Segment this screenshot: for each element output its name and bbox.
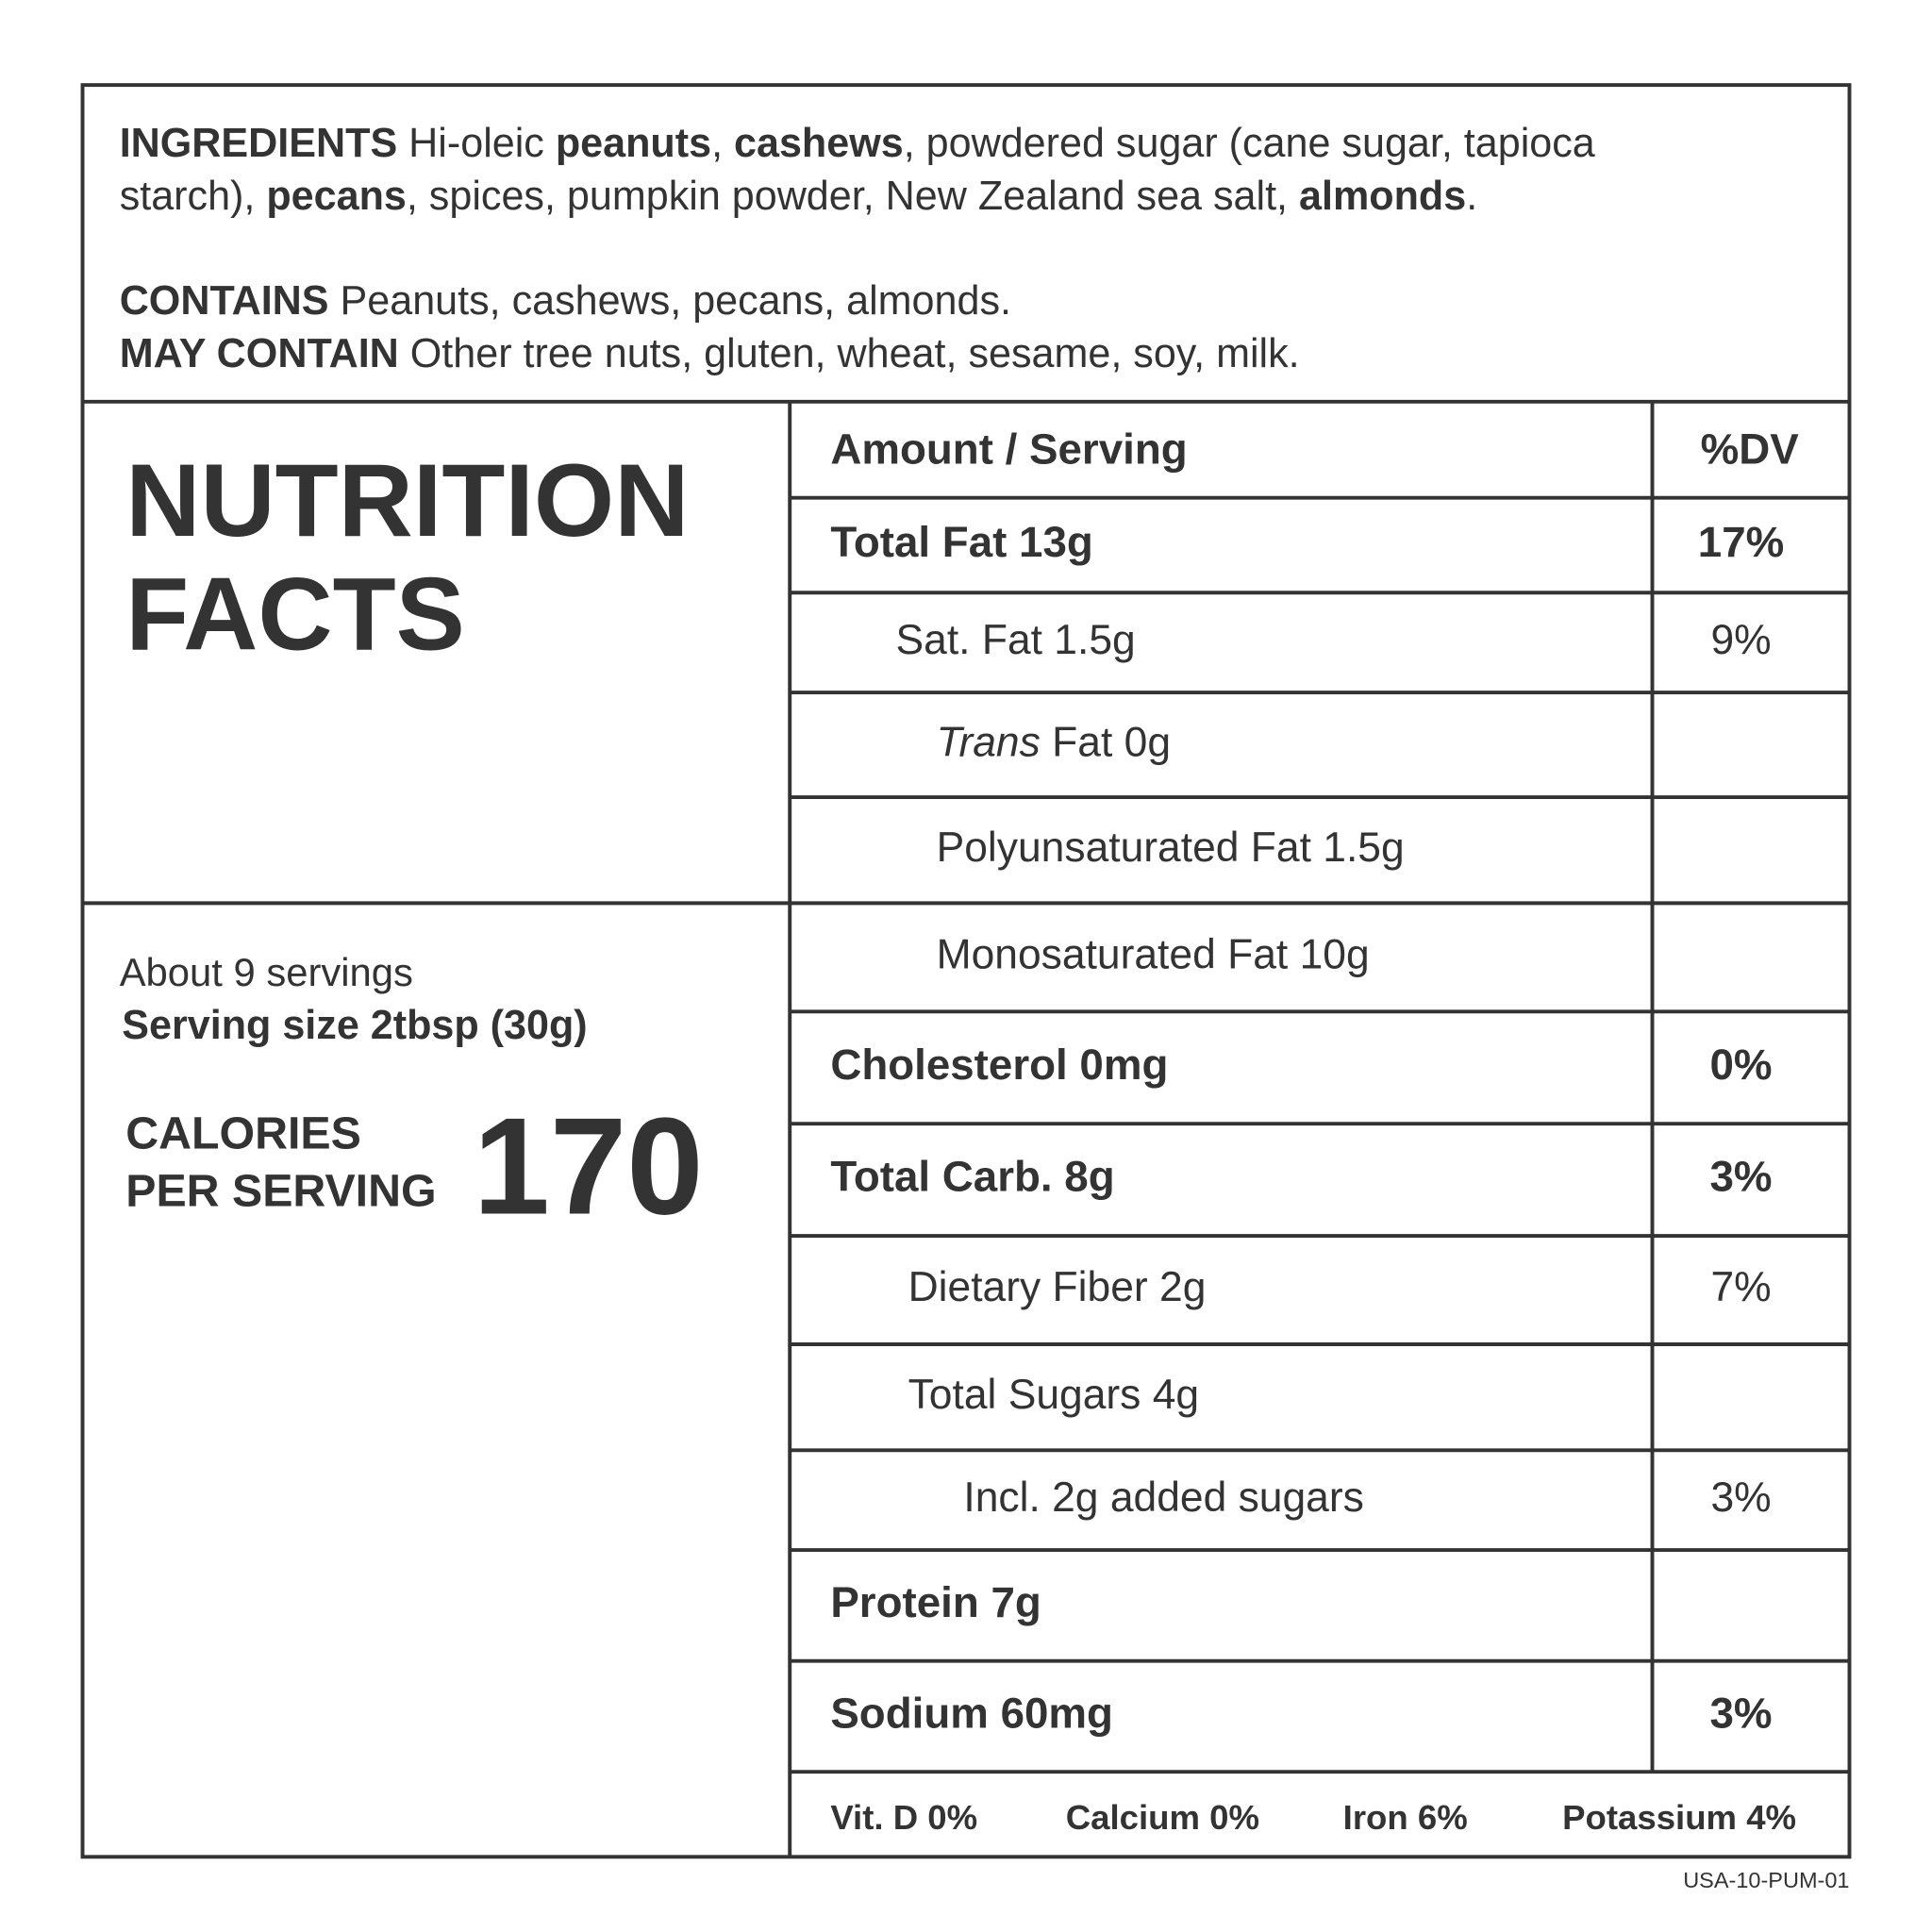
text-line: starch), pecans, spices, pumpkin powder,… bbox=[120, 174, 1478, 219]
nutrient-label: Sodium 60mg bbox=[830, 1690, 1113, 1738]
nutrient-label: Total Sugars 4g bbox=[908, 1372, 1199, 1418]
daily-value: 3% bbox=[1710, 1690, 1773, 1738]
table-header: %DV bbox=[1701, 425, 1800, 473]
title: NUTRITION bbox=[125, 443, 689, 558]
text-run: Other tree nuts, gluten, wheat, sesame, … bbox=[399, 331, 1300, 376]
calories-label: CALORIES bbox=[125, 1108, 361, 1158]
text-run: pecans bbox=[266, 174, 407, 219]
text-run: , powdered sugar (cane sugar, tapioca bbox=[904, 121, 1595, 166]
nutrient-label: Cholesterol 0mg bbox=[830, 1041, 1168, 1089]
daily-value: 9% bbox=[1710, 617, 1771, 663]
nutrient-label: Trans Fat 0g bbox=[937, 719, 1171, 765]
calories-value: 170 bbox=[474, 1090, 704, 1243]
daily-value: 7% bbox=[1710, 1264, 1771, 1310]
daily-value: 17% bbox=[1698, 518, 1784, 566]
text-run: MAY CONTAIN bbox=[120, 331, 399, 376]
vitamin: Potassium 4% bbox=[1562, 1798, 1796, 1837]
serving-size: Serving size 2tbsp (30g) bbox=[122, 1003, 587, 1048]
text-run: , spices, pumpkin powder, New Zealand se… bbox=[407, 174, 1299, 219]
text-run: Fat 0g bbox=[1041, 719, 1171, 765]
daily-value: 3% bbox=[1710, 1474, 1771, 1521]
calories-label: PER SERVING bbox=[125, 1166, 436, 1217]
title: FACTS bbox=[125, 557, 465, 672]
nutrient-label: Protein 7g bbox=[830, 1578, 1041, 1626]
nutrient-label: Monosaturated Fat 10g bbox=[937, 932, 1370, 978]
nutrient-label: Dietary Fiber 2g bbox=[908, 1264, 1207, 1310]
nutrient-label: Total Carb. 8g bbox=[830, 1153, 1114, 1201]
daily-value: 3% bbox=[1710, 1153, 1773, 1201]
product-code: USA-10-PUM-01 bbox=[1683, 1868, 1849, 1892]
text-run: peanuts bbox=[556, 121, 711, 166]
text-run: , bbox=[711, 121, 734, 166]
text-run: Trans bbox=[937, 719, 1041, 765]
text-run: Hi-oleic bbox=[397, 121, 556, 166]
servings: About 9 servings bbox=[120, 950, 413, 994]
text-line: MAY CONTAIN Other tree nuts, gluten, whe… bbox=[120, 331, 1300, 376]
text-run: INGREDIENTS bbox=[120, 121, 398, 166]
vitamin: Iron 6% bbox=[1343, 1798, 1468, 1837]
text-line: INGREDIENTS Hi-oleic peanuts, cashews, p… bbox=[120, 121, 1595, 166]
vitamin: Calcium 0% bbox=[1066, 1798, 1259, 1837]
text-run: almonds bbox=[1299, 174, 1466, 219]
daily-value: 0% bbox=[1710, 1041, 1773, 1089]
vitamin: Vit. D 0% bbox=[830, 1798, 977, 1837]
nutrient-label: Incl. 2g added sugars bbox=[963, 1474, 1363, 1521]
text-line: CONTAINS Peanuts, cashews, pecans, almon… bbox=[120, 278, 1011, 324]
nutrient-label: Total Fat 13g bbox=[830, 518, 1092, 566]
nutrient-label: Polyunsaturated Fat 1.5g bbox=[937, 824, 1405, 871]
outer-border bbox=[80, 83, 1852, 1859]
text-run: . bbox=[1466, 174, 1477, 219]
nutrient-label: Sat. Fat 1.5g bbox=[896, 617, 1136, 663]
text-run: CONTAINS bbox=[120, 278, 329, 324]
table-header: Amount / Serving bbox=[830, 425, 1187, 473]
text-run: cashews bbox=[734, 121, 904, 166]
text-run: Peanuts, cashews, pecans, almonds. bbox=[329, 278, 1011, 324]
text-run: starch), bbox=[120, 174, 267, 219]
